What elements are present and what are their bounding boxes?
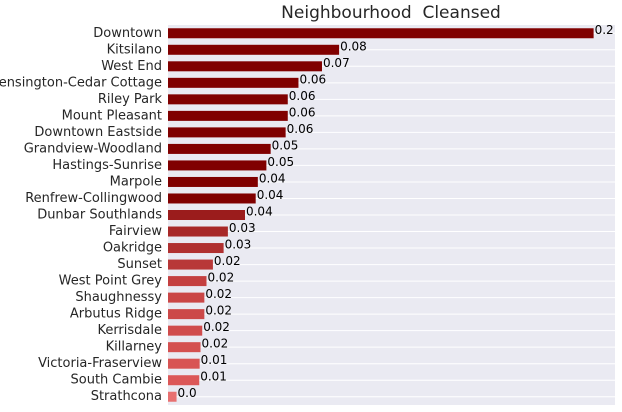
y-tick-label: Downtown Eastside	[34, 125, 162, 140]
bar	[168, 292, 205, 303]
y-tick-label: Downtown	[93, 26, 162, 41]
value-label: 0.02	[205, 304, 232, 318]
bar	[168, 28, 594, 39]
y-tick-label: Hastings-Sunrise	[52, 158, 162, 173]
y-tick-label: Strathcona	[91, 389, 162, 404]
y-tick-label: West Point Grey	[59, 274, 163, 289]
y-tick-label: Mount Pleasant	[62, 108, 162, 123]
bar	[168, 77, 299, 88]
bar	[168, 210, 245, 220]
value-label: 0.02	[205, 287, 232, 301]
y-tick-label: Sunset	[117, 257, 162, 272]
y-tick-label: Oakridge	[103, 241, 162, 256]
value-label: 0.04	[257, 188, 284, 202]
bar	[168, 325, 203, 336]
value-label: 0.02	[203, 320, 230, 334]
value-label: 0.0	[178, 386, 197, 400]
bar	[168, 259, 213, 270]
y-tick-label: Kitsilano	[107, 42, 162, 57]
y-tick-label: West End	[101, 59, 162, 74]
bar	[168, 391, 177, 402]
value-label: 0.05	[267, 155, 294, 169]
value-label: 0.02	[214, 254, 241, 268]
bar	[168, 375, 200, 386]
value-label: 0.03	[229, 221, 256, 235]
value-label: 0.06	[299, 72, 326, 86]
y-tick-label: Dunbar Southlands	[37, 208, 162, 223]
value-label: 0.01	[201, 353, 228, 367]
bar	[168, 309, 205, 320]
y-tick-label: Victoria-Fraserview	[38, 356, 162, 371]
bar	[168, 226, 228, 237]
bar	[168, 44, 340, 55]
value-label: 0.06	[289, 89, 316, 103]
y-tick-label: Fairview	[109, 224, 163, 239]
y-tick-label: Kensington-Cedar Cottage	[0, 75, 162, 90]
value-label: 0.04	[246, 205, 273, 219]
value-label: 0.02	[202, 337, 229, 351]
value-label: 0.07	[323, 56, 350, 70]
y-tick-label: Kerrisdale	[97, 323, 162, 338]
bar	[168, 176, 258, 187]
bar	[168, 110, 288, 121]
bar	[168, 61, 322, 72]
value-label: 0.06	[289, 105, 316, 119]
bar	[168, 143, 271, 154]
chart-title: Neighbourhood Cleansed	[281, 3, 501, 23]
value-label: 0.01	[200, 370, 227, 384]
bar	[168, 276, 207, 287]
y-tick-label: Killarney	[106, 340, 163, 355]
y-tick-label: Shaughnessy	[75, 290, 162, 305]
bar	[168, 342, 201, 353]
bar	[168, 243, 224, 254]
y-tick-label: Riley Park	[98, 92, 163, 107]
bar	[168, 193, 256, 204]
bar	[168, 358, 200, 369]
bar	[168, 94, 288, 105]
value-label: 0.05	[272, 138, 299, 152]
value-label: 0.03	[225, 238, 252, 252]
value-label: 0.06	[287, 122, 314, 136]
value-label: 0.08	[340, 39, 367, 53]
y-tick-label: South Cambie	[71, 373, 162, 388]
value-label: 0.2	[595, 23, 614, 37]
y-tick-label: Renfrew-Collingwood	[25, 191, 162, 206]
bar	[168, 160, 267, 171]
y-tick-label: Marpole	[110, 174, 162, 189]
bar	[168, 127, 286, 138]
y-tick-label: Grandview-Woodland	[24, 141, 162, 156]
y-tick-label: Arbutus Ridge	[70, 307, 162, 322]
value-label: 0.04	[259, 171, 286, 185]
value-label: 0.02	[207, 271, 234, 285]
